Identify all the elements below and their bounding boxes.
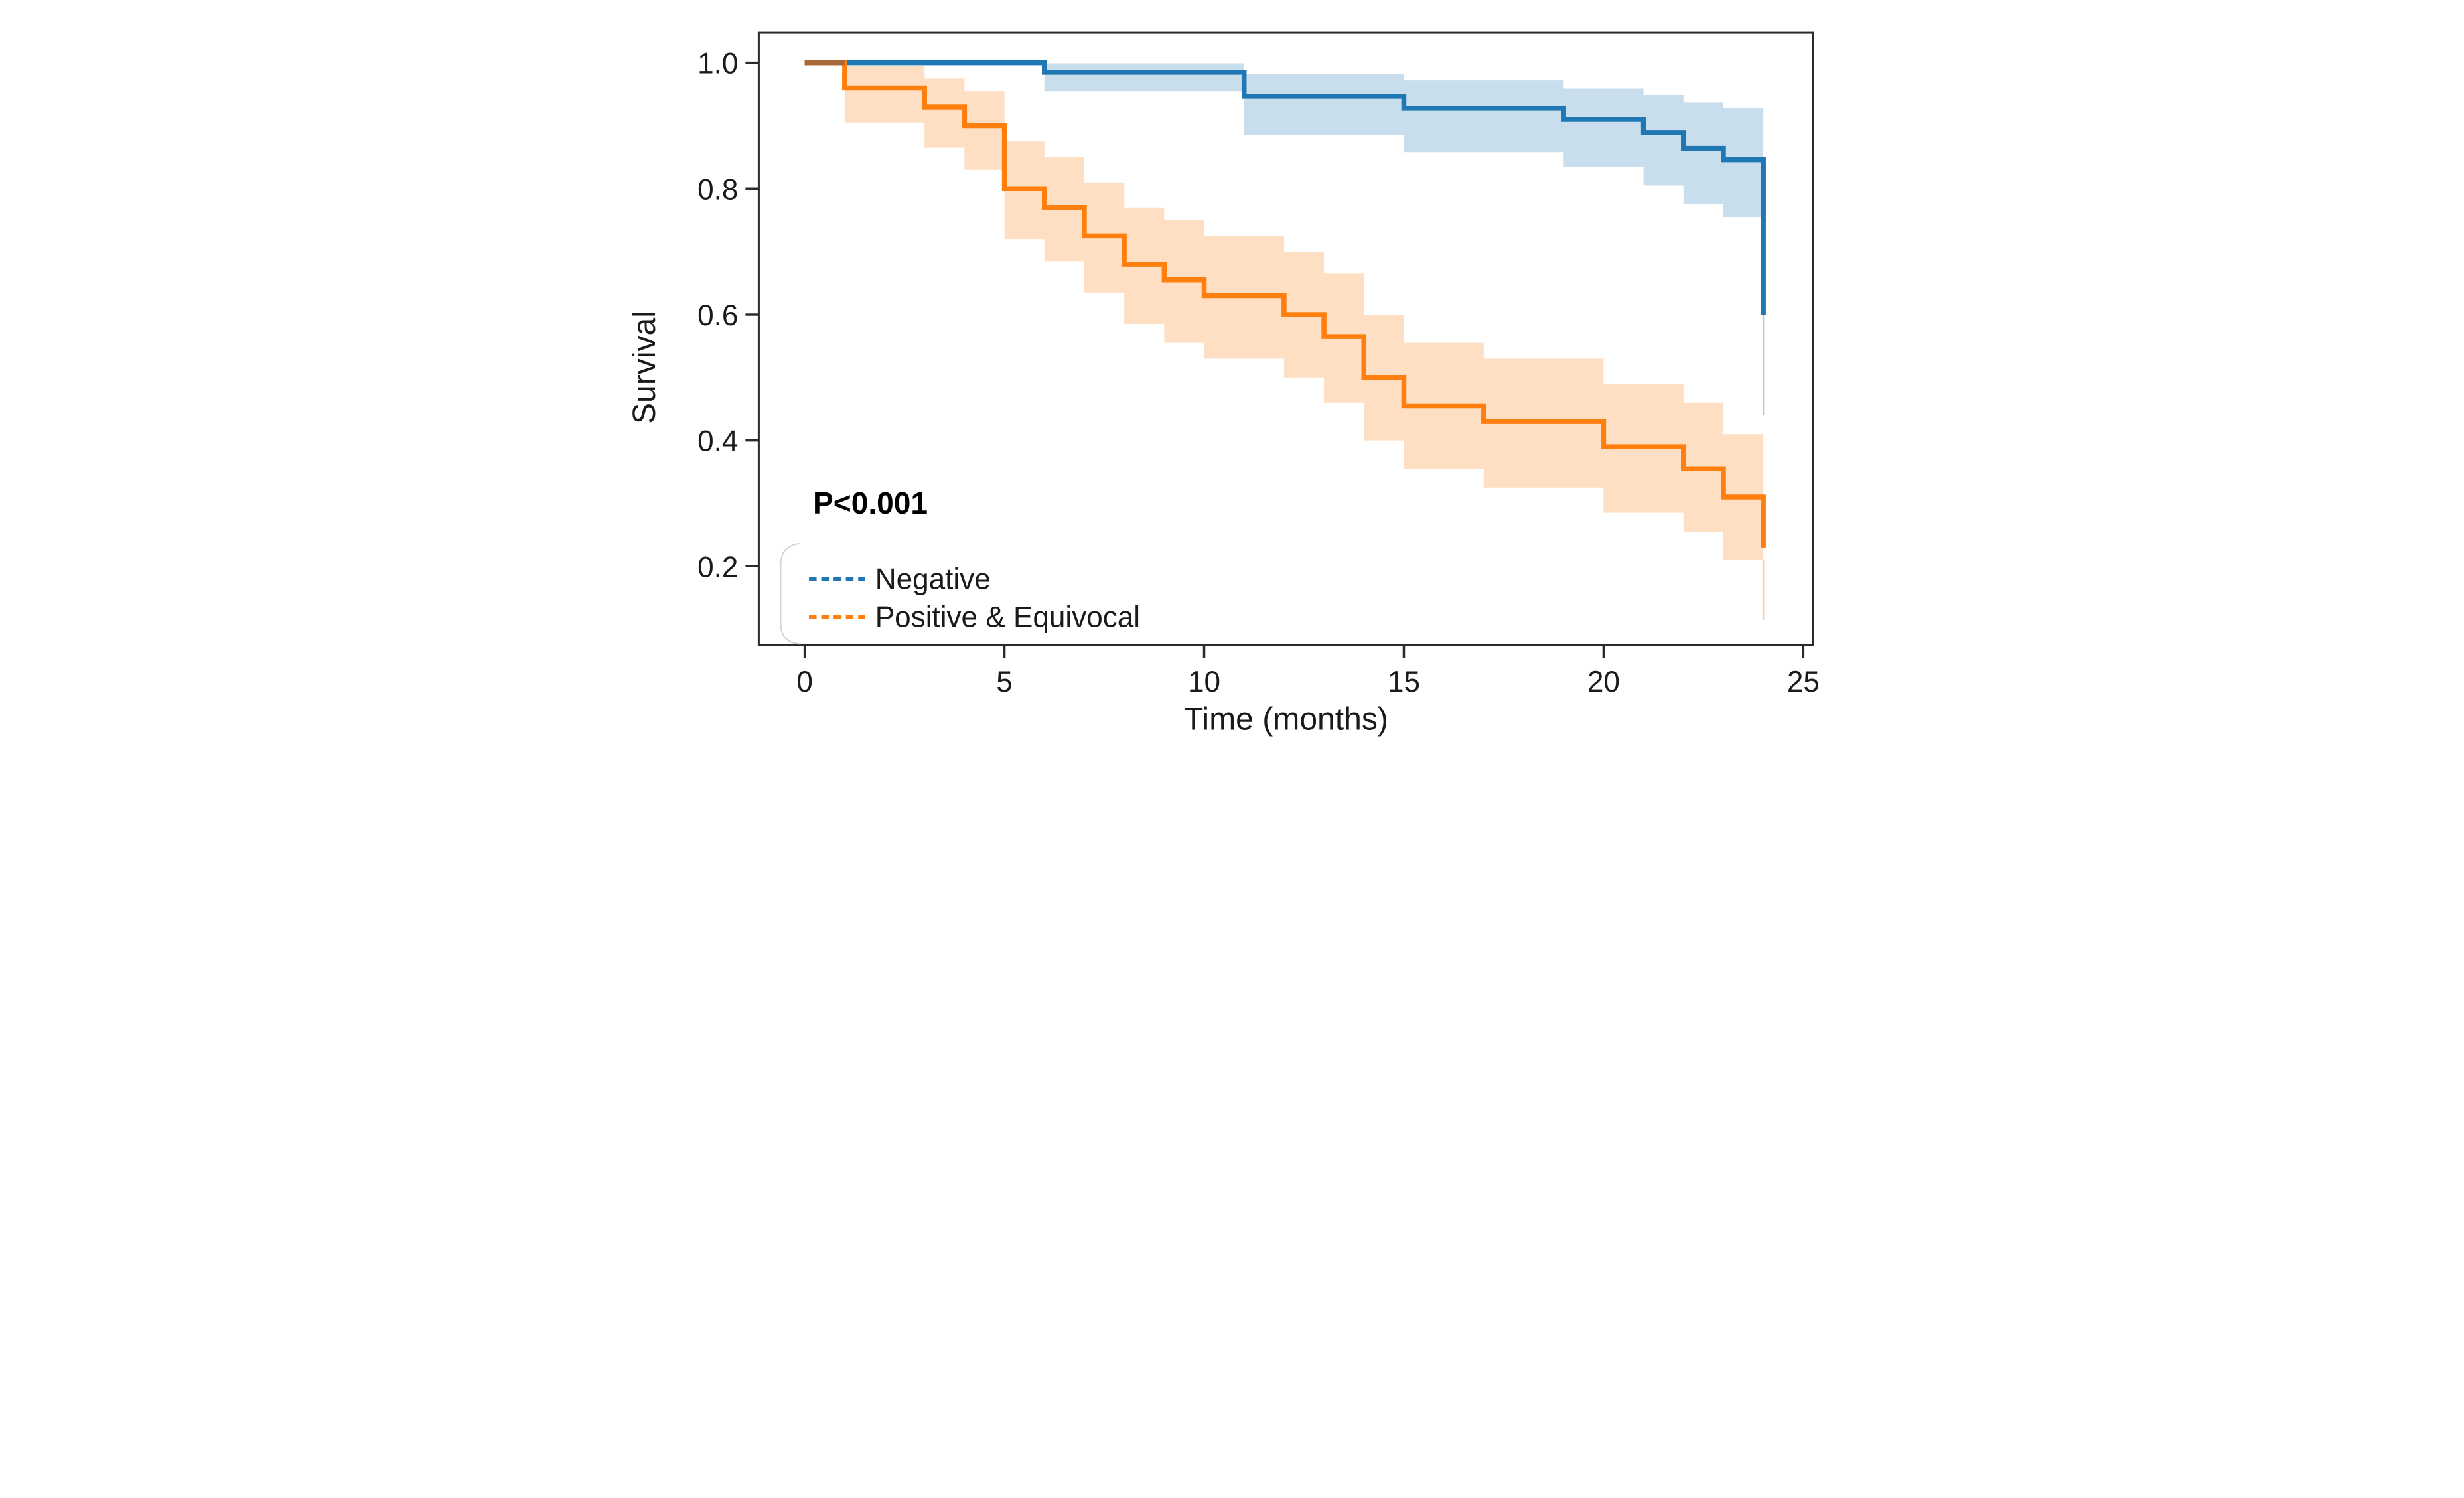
km-survival-figure: 0 5 10 15 20 25 0.2 0.4 0.6 0.8 1.0 Time (months) … xyxy=(615,0,1849,751)
legend: Negative Positive & Equivocal xyxy=(779,543,1140,645)
p-value-annotation: P<0.001 xyxy=(813,486,928,520)
y-tick-label: 0.2 xyxy=(697,551,738,583)
y-tick-label: 0.8 xyxy=(697,173,738,206)
survival-curve-positive-equivocal xyxy=(804,60,1766,548)
legend-entry-negative: Negative xyxy=(808,563,990,596)
y-tick-label: 0.4 xyxy=(697,425,738,458)
x-axis-label: Time (months) xyxy=(1183,702,1388,737)
plot-frame xyxy=(757,31,1814,646)
x-tick-label: 0 xyxy=(796,666,813,698)
legend-label-negative: Negative xyxy=(875,563,990,596)
y-axis-label: Survival xyxy=(626,311,662,424)
legend-label-positive-equivocal: Positive & Equivocal xyxy=(875,601,1139,633)
plot-area-background xyxy=(758,33,1813,645)
y-tick-label: 0.6 xyxy=(697,299,738,332)
x-tick-label: 15 xyxy=(1387,666,1419,698)
legend-entry-positive-equivocal: Positive & Equivocal xyxy=(808,601,1140,633)
km-survival-chart: 0 5 10 15 20 250.20.40.60.81.0 Time (months) … xyxy=(615,0,1849,751)
x-tick-label: 5 xyxy=(996,666,1013,698)
y-tick-label: 1.0 xyxy=(697,48,738,80)
x-tick-label: 20 xyxy=(1587,666,1619,698)
survival-curve-negative xyxy=(804,60,1766,315)
x-tick-label: 10 xyxy=(1187,666,1220,698)
legend-frame-bracket xyxy=(779,543,800,645)
axis-ticks-layer: 0 5 10 15 20 25 0.2 0.4 0.6 0.8 1.0 xyxy=(697,48,1820,698)
ci-band-negative xyxy=(1044,63,1763,217)
x-tick-label: 25 xyxy=(1786,666,1819,698)
survival-curves-layer xyxy=(804,60,1766,548)
